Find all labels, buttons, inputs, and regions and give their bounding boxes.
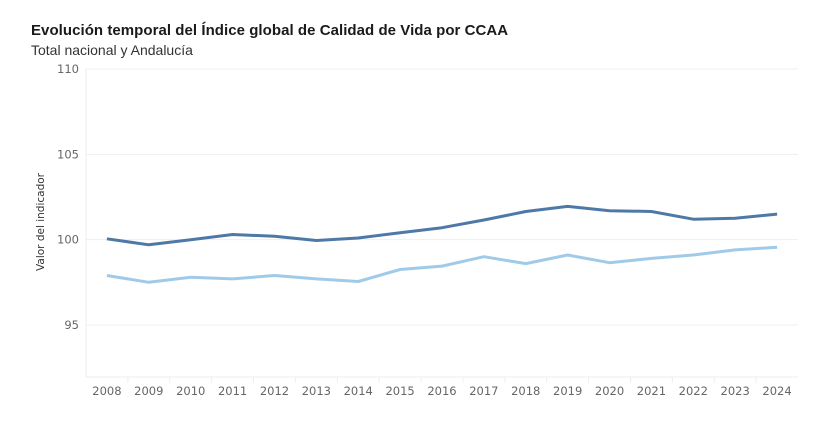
x-tick-label: 2009 — [134, 384, 163, 398]
series-line-andalucía — [106, 245, 778, 284]
y-tick-label: 105 — [57, 147, 79, 161]
x-tick-label: 2020 — [595, 384, 624, 398]
x-tick-label: 2011 — [218, 384, 247, 398]
x-tick-label: 2019 — [553, 384, 582, 398]
series-lines — [106, 204, 778, 284]
x-tick-label: 2008 — [92, 384, 121, 398]
x-tick-label: 2015 — [385, 384, 414, 398]
y-axis-ticks: 95 100 105 110 — [57, 62, 79, 332]
x-tick-label: 2023 — [721, 384, 750, 398]
y-tick-label: 95 — [64, 318, 79, 332]
chart-title: Evolución temporal del Índice global de … — [31, 22, 509, 39]
grid-lines — [85, 68, 798, 378]
x-axis-ticks: 2008 2009 2010 2011 2012 2013 2014 2015 2016 2017… — [92, 377, 792, 398]
x-tick-label: 2021 — [637, 384, 666, 398]
x-tick-label: 2017 — [469, 384, 498, 398]
chart-subtitle: Total nacional y Andalucía — [31, 42, 193, 58]
x-tick-label: 2010 — [176, 384, 205, 398]
y-tick-label: 100 — [57, 233, 79, 247]
y-tick-label: 110 — [57, 62, 79, 76]
x-tick-label: 2024 — [762, 384, 791, 398]
x-tick-label: 2022 — [679, 384, 708, 398]
x-tick-label: 2012 — [260, 384, 289, 398]
x-tick-label: 2018 — [511, 384, 540, 398]
x-tick-label: 2013 — [302, 384, 331, 398]
x-tick-label: 2014 — [344, 384, 373, 398]
x-tick-label: 2016 — [427, 384, 456, 398]
series-line-total-nacional — [106, 204, 778, 247]
